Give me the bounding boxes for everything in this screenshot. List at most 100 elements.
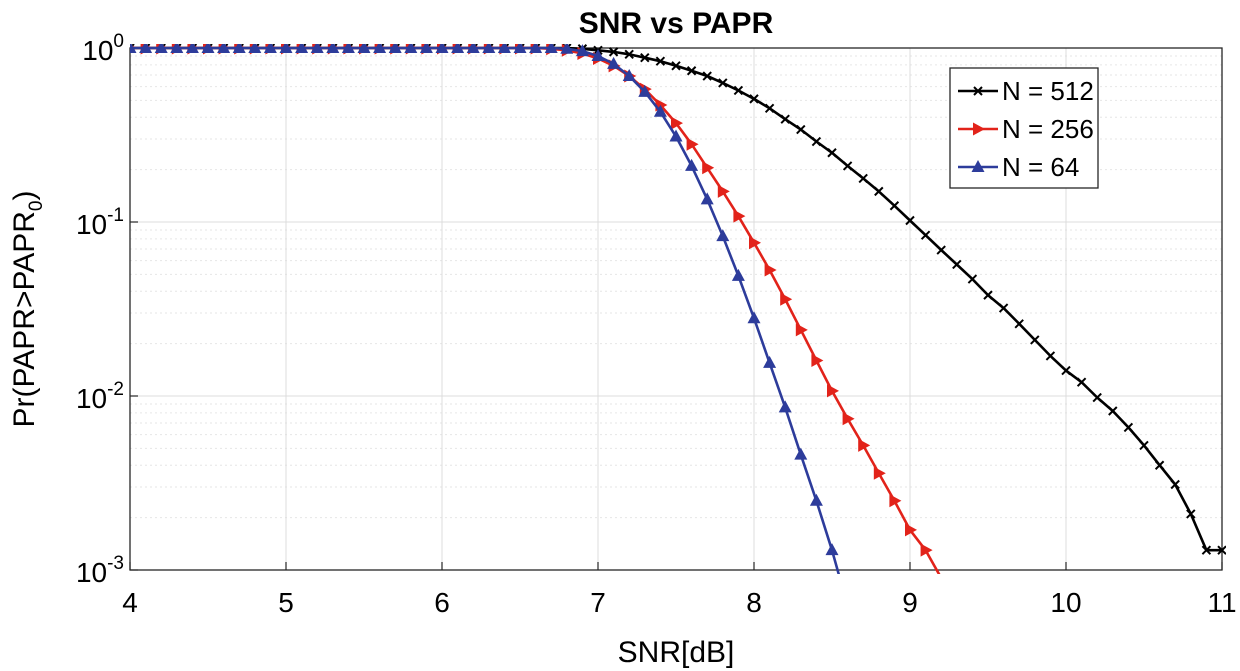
data-point (1201, 545, 1212, 555)
data-point (731, 268, 745, 281)
data-point (702, 71, 712, 81)
legend-marker (971, 160, 985, 172)
y-tick-exponent: -2 (107, 379, 124, 400)
data-point (702, 161, 715, 175)
data-point (373, 44, 387, 53)
data-point (640, 52, 650, 63)
data-point (842, 412, 855, 426)
plot-area-frame (129, 47, 1223, 571)
y-tick-base: 10 (76, 557, 107, 588)
x-tick-label: 10 (1050, 587, 1081, 618)
data-point (185, 44, 199, 53)
data-point (170, 44, 184, 53)
data-point (544, 44, 558, 53)
data-point (624, 49, 634, 60)
data-point (1030, 335, 1040, 345)
data-point (889, 201, 900, 211)
legend-entry: N = 512 (958, 76, 1094, 106)
data-point (671, 61, 681, 71)
data-point (718, 78, 728, 88)
y-tick-base: 10 (76, 209, 107, 240)
y-tick-label: 10-2 (76, 379, 124, 414)
data-point (482, 44, 496, 53)
y-tick-label: 10-3 (76, 553, 124, 588)
data-point (920, 230, 931, 240)
data-point (529, 44, 543, 53)
y-tick-base: 10 (76, 383, 107, 414)
data-point (560, 44, 574, 54)
data-point (1217, 545, 1226, 555)
y-tick-label: 100 (82, 31, 124, 66)
data-point (279, 44, 293, 53)
data-point (341, 44, 355, 53)
data-point (827, 384, 839, 398)
data-point (686, 137, 699, 151)
data-point (733, 85, 744, 96)
legend-entry: N = 256 (958, 114, 1094, 144)
data-point (326, 44, 340, 53)
data-point (435, 44, 449, 53)
y-axis-label: Pr(PAPR>PAPR0) (8, 190, 47, 427)
data-point (1092, 392, 1102, 403)
data-point (936, 245, 946, 255)
data-point (952, 259, 962, 270)
x-tick-label: 9 (902, 587, 918, 618)
data-point (983, 290, 993, 300)
series-2 (130, 44, 841, 574)
data-point (795, 323, 808, 337)
data-point (154, 44, 168, 53)
data-point (825, 543, 839, 556)
x-tick-labels: 4 5 6 7 8 9 10 11 (122, 587, 1236, 618)
data-point (388, 44, 402, 53)
data-point (827, 148, 837, 158)
data-point (638, 84, 652, 97)
data-point (794, 447, 808, 460)
data-point (130, 44, 137, 53)
data-point (780, 292, 793, 306)
data-point (967, 274, 978, 284)
data-point (858, 173, 868, 184)
data-point (310, 44, 324, 53)
data-point (842, 161, 853, 171)
data-point (1076, 377, 1087, 387)
data-point (451, 44, 465, 53)
y-axis-label-close: ) (8, 190, 41, 200)
data-point (357, 44, 371, 53)
data-point (685, 158, 699, 171)
data-point (295, 44, 309, 53)
data-point (1170, 479, 1180, 490)
data-point (764, 263, 777, 277)
data-point (655, 56, 666, 66)
data-point (607, 56, 621, 69)
x-axis-label: SNR[dB] (618, 636, 735, 669)
y-axis-label-subscript: 0 (26, 200, 47, 211)
data-point (809, 493, 823, 506)
data-point (778, 400, 792, 413)
data-point (575, 44, 589, 57)
data-point (669, 129, 683, 142)
data-point (139, 44, 153, 53)
data-point (749, 94, 759, 104)
data-point (920, 543, 933, 557)
legend-marker (973, 86, 983, 96)
data-point (1186, 509, 1196, 519)
legend-label: N = 256 (1002, 114, 1094, 144)
data-point (419, 44, 433, 53)
data-point (513, 44, 527, 53)
data-point (716, 229, 730, 242)
data-point (811, 353, 824, 367)
data-point (201, 44, 215, 53)
legend-marker (973, 122, 985, 136)
data-point (747, 311, 761, 324)
data-point (608, 47, 619, 57)
data-point (591, 48, 605, 61)
y-axis-label-main: Pr(PAPR>PAPR (8, 211, 41, 427)
data-point (717, 184, 730, 198)
data-point (653, 104, 667, 117)
data-point (686, 66, 697, 76)
data-point (811, 136, 822, 147)
x-tick-label: 6 (434, 587, 450, 618)
data-point (905, 523, 917, 537)
data-point (749, 236, 761, 250)
